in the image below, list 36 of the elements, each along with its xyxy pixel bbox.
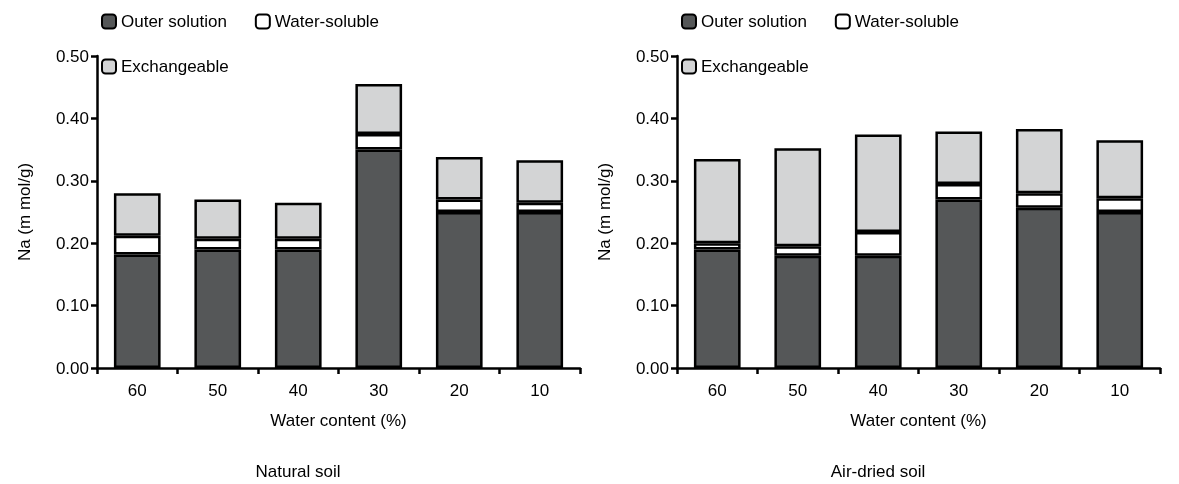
x-tick-label: 20 [1029,381,1049,400]
x-axis-title: Water content (%) [850,411,987,430]
y-tick-label: 0.20 [635,233,669,253]
x-tick-label: 60 [707,381,727,400]
x-tick-label: 10 [1110,381,1130,400]
x-tick-label: 20 [449,381,469,400]
x-tick-label: 40 [288,381,308,400]
y-tick-label: 0.50 [55,46,89,66]
y-tick-label: 0.30 [55,171,89,191]
y-tick-label: 0.20 [55,233,89,253]
y-tick-label: 0.50 [635,46,669,66]
legend-label: Exchangeable [701,57,809,76]
x-tick-label: 60 [127,381,147,400]
legend-label: Water-soluble [854,12,960,31]
y-tick-label: 0.00 [635,358,669,378]
x-tick-label: 30 [369,381,389,400]
y-axis-title: Na (m mol/g) [595,162,614,262]
y-tick-label: 0.40 [635,108,669,128]
legend-label: Water-soluble [274,12,380,31]
legend-label: Outer solution [701,12,807,31]
y-tick-label: 0.30 [635,171,669,191]
text: Natural soil [255,462,341,481]
x-tick-label: 30 [949,381,969,400]
text: Air-dried soil [830,462,926,481]
y-tick-label: 0.40 [55,108,89,128]
x-tick-label: 50 [208,381,228,400]
y-tick-label: 0.10 [55,296,89,316]
legend-label: Exchangeable [121,57,229,76]
y-axis-title: Na (m mol/g) [15,162,34,262]
x-tick-label: 40 [868,381,888,400]
y-tick-label: 0.10 [635,296,669,316]
x-axis-title: Water content (%) [270,411,407,430]
legend-label: Outer solution [121,12,227,31]
y-tick-label: 0.00 [55,358,89,378]
x-tick-label: 50 [788,381,808,400]
x-tick-label: 10 [530,381,550,400]
